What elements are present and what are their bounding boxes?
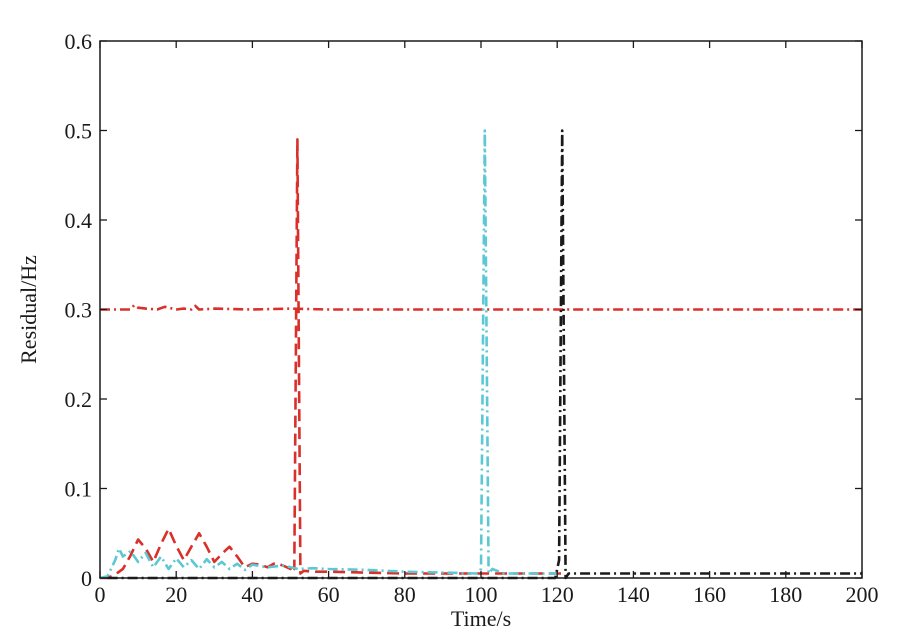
x-tick-label: 40 <box>241 582 263 607</box>
y-tick-label: 0.2 <box>65 387 93 412</box>
x-tick-label: 60 <box>318 582 340 607</box>
x-tick-label: 200 <box>846 582 879 607</box>
x-axis-title: Time/s <box>451 606 511 628</box>
y-tick-label: 0.3 <box>65 298 93 323</box>
series-line-3 <box>99 129 558 580</box>
y-tick-label: 0.4 <box>65 208 93 233</box>
series-line-2 <box>100 138 561 580</box>
x-tick-label: 180 <box>769 582 802 607</box>
x-tick-label: 120 <box>541 582 574 607</box>
x-tick-label: 100 <box>465 582 498 607</box>
y-tick-label: 0.6 <box>65 29 93 54</box>
series-line-1 <box>100 303 862 311</box>
y-tick-label: 0.5 <box>65 119 93 144</box>
ticks-layer: 0 20 40 60 80 100 120 140 160 180 200 0 0.1 0.2 0.3 0.4… <box>65 29 879 607</box>
x-tick-label: 140 <box>617 582 650 607</box>
x-tick-label: 160 <box>693 582 726 607</box>
x-tick-label: 20 <box>165 582 187 607</box>
x-tick-label: 80 <box>394 582 416 607</box>
y-tick-label: 0.1 <box>65 477 93 502</box>
x-tick-label: 0 <box>95 582 106 607</box>
y-axis-title: Residual/Hz <box>16 255 41 364</box>
series-layer <box>99 129 862 580</box>
y-tick-label: 0 <box>81 566 92 591</box>
